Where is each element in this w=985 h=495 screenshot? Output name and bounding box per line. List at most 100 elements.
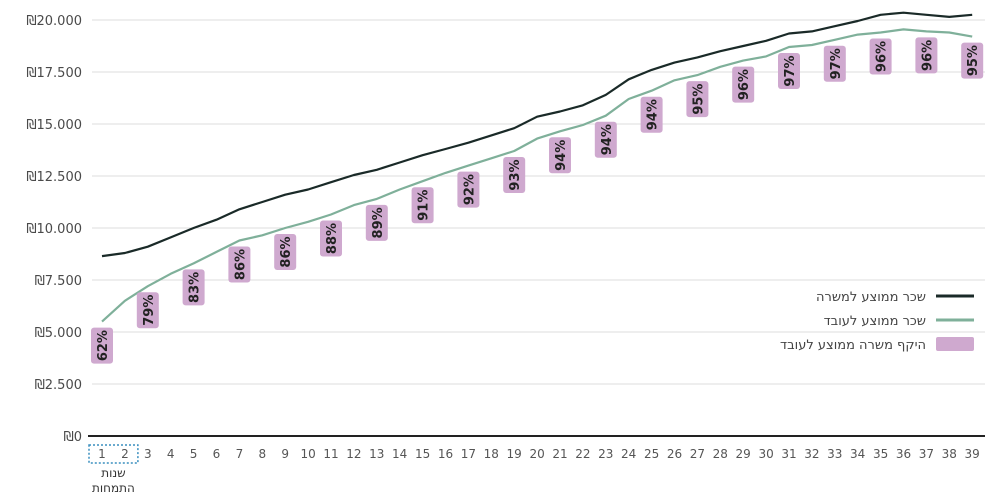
x-tick-label: 13: [369, 447, 384, 461]
percent-badge-box: [961, 42, 984, 79]
percent-badge-label: 86%: [279, 236, 294, 267]
percent-badge-box: [594, 121, 617, 158]
percent-badge-label: 95%: [966, 45, 981, 76]
x-tick-label: 18: [484, 447, 499, 461]
x-tick-label: 29: [736, 447, 751, 461]
x-tick-label: 22: [575, 447, 590, 461]
y-tick-label: ₪12.500: [26, 170, 82, 185]
percent-badge: 88%: [320, 220, 342, 257]
percent-badge-label: 62%: [96, 330, 111, 361]
percent-badge-box: [320, 220, 342, 257]
x-tick-label: 25: [644, 447, 659, 461]
x-tick-label: 12: [346, 447, 361, 461]
x-tick-label: 2: [121, 447, 129, 461]
percent-badge: 94%: [594, 121, 617, 158]
percent-badge-label: 91%: [417, 190, 432, 221]
x-tick-label: 38: [942, 447, 957, 461]
x-tick-label: 8: [258, 447, 266, 461]
percent-badge: 97%: [823, 45, 846, 82]
percent-badge-label: 96%: [737, 69, 752, 100]
percent-badge-box: [136, 292, 159, 329]
x-tick-label: 10: [300, 447, 315, 461]
percent-badge: 94%: [549, 137, 571, 174]
percent-badge-box: [457, 171, 480, 208]
percent-badge-label: 88%: [325, 223, 340, 254]
percent-badge-box: [549, 137, 571, 174]
x-axis-labels: 1 2 3 4 5 6 7 8 9 10 11 12 13 14 15 16 17 18 19 20 21 22 23 24 2…: [98, 447, 980, 461]
percent-badge-label: 94%: [554, 140, 569, 171]
gridlines: [92, 19, 985, 385]
y-tick-label: ₪2.500: [35, 378, 82, 393]
legend-label-avg-per-employee: שכר ממוצע לעובד: [824, 314, 926, 329]
y-tick-label: ₪5.000: [35, 326, 82, 341]
x-tick-label: 28: [713, 447, 728, 461]
y-axis-labels: ₪20.000 ₪17.500 ₪15.000 ₪12.500 ₪10.000 ₪7.50…: [26, 14, 82, 445]
y-tick-label: ₪15.000: [26, 118, 82, 133]
x-tick-label: 1: [98, 447, 106, 461]
x-tick-label: 5: [190, 447, 198, 461]
percent-badge-label: 79%: [142, 295, 157, 326]
percent-badge-label: 93%: [508, 159, 523, 190]
percent-badge-box: [503, 157, 526, 193]
percent-badge: 96%: [915, 37, 938, 74]
percent-badge-box: [823, 45, 846, 82]
percent-badge-label: 86%: [233, 249, 248, 280]
percent-badge: 97%: [778, 53, 800, 89]
x-tick-label: 24: [621, 447, 636, 461]
y-tick-label: ₪20.000: [26, 14, 82, 29]
x-tick-label: 36: [896, 447, 911, 461]
percent-badge-label: 92%: [462, 174, 477, 205]
percent-badge-box: [778, 53, 800, 89]
percent-badge-label: 94%: [600, 124, 615, 155]
x-tick-label: 11: [323, 447, 338, 461]
x-tick-label: 19: [507, 447, 522, 461]
x-tick-label: 26: [667, 447, 682, 461]
percent-badge: 86%: [228, 246, 251, 283]
x-tick-label: 14: [392, 447, 407, 461]
series-line-1: [101, 28, 973, 323]
percent-badge: 95%: [686, 81, 709, 118]
percent-badge-box: [228, 246, 251, 283]
y-tick-label: ₪7.500: [35, 274, 82, 289]
percent-badge-label: 89%: [371, 207, 386, 238]
percent-badge: 94%: [640, 96, 663, 133]
legend-label-avg-position-scope: היקף משרה ממוצע לעובד: [780, 338, 926, 353]
percent-badge: 95%: [961, 42, 984, 79]
series-lines: [101, 11, 973, 323]
percent-badge: 83%: [182, 269, 205, 306]
percent-badge: 93%: [503, 157, 526, 193]
x-tick-label: 6: [213, 447, 221, 461]
percent-badge: 79%: [136, 292, 159, 329]
x-tick-label: 17: [461, 447, 476, 461]
y-tick-label: ₪0: [64, 430, 82, 445]
x-tick-label: 39: [965, 447, 980, 461]
percent-badge-box: [91, 327, 113, 364]
percent-badge-label: 97%: [783, 55, 798, 86]
x-tick-label: 3: [144, 447, 152, 461]
legend-label-avg-per-position: שכר ממוצע למשרה: [816, 290, 926, 305]
x-tick-label: 30: [758, 447, 773, 461]
percent-badge-box: [732, 66, 755, 103]
x-tick-label: 37: [919, 447, 934, 461]
percent-badge: 89%: [365, 204, 388, 241]
percent-badge: 96%: [732, 66, 755, 103]
internship-years-box: [88, 444, 139, 464]
percent-badge-box: [365, 204, 388, 241]
percent-badge-label: 95%: [691, 84, 706, 115]
legend-swatch-avg-position-scope: [936, 337, 974, 351]
percent-badge-label: 96%: [920, 40, 935, 71]
x-tick-label: 15: [415, 447, 430, 461]
x-tick-label: 20: [529, 447, 544, 461]
x-tick-label: 31: [781, 447, 796, 461]
percent-badge-box: [640, 96, 663, 133]
percent-badge: 96%: [869, 38, 892, 75]
x-tick-label: 4: [167, 447, 175, 461]
percent-badge: 92%: [457, 171, 480, 208]
percent-badge-box: [274, 234, 297, 270]
series-line-0: [101, 11, 973, 258]
internship-years-label-line2: התמחות: [92, 481, 135, 495]
x-tick-label: 33: [827, 447, 842, 461]
legend: שכר ממוצע למשרה שכר ממוצע לעובד היקף משר…: [780, 290, 974, 353]
percent-badge-box: [915, 37, 938, 74]
